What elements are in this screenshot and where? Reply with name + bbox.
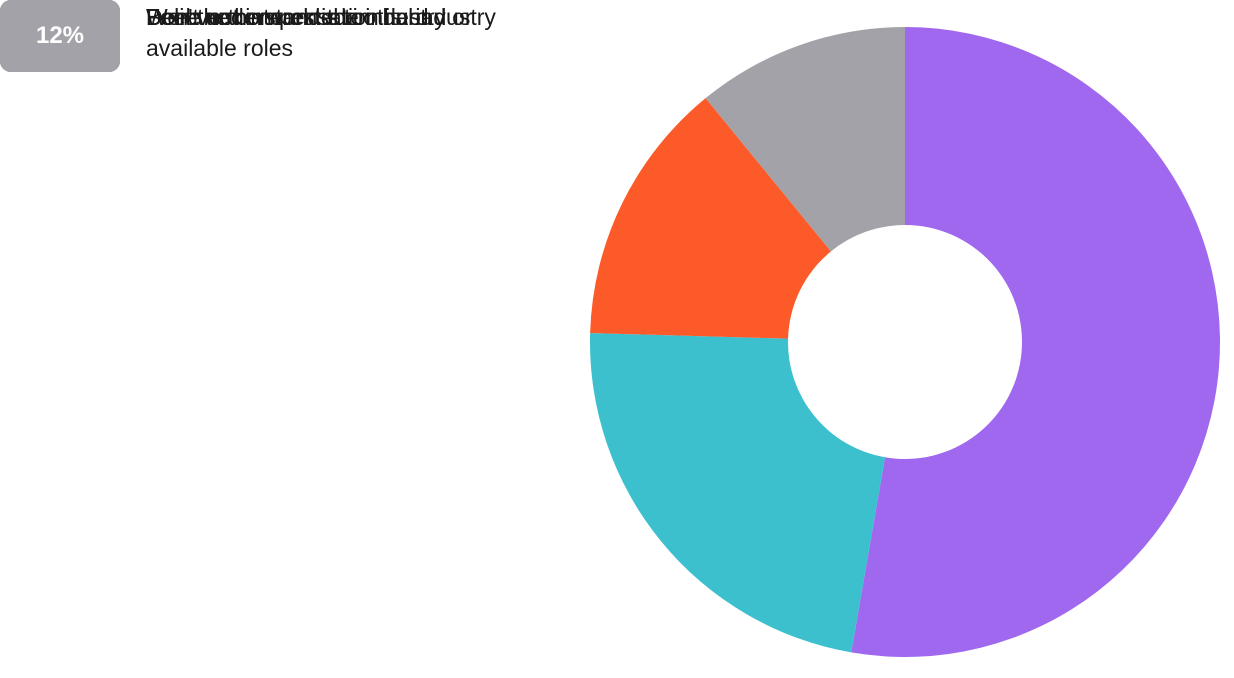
legend-label: Feel the compensation is bad (146, 4, 447, 30)
value-badge: 12% (0, 0, 120, 72)
donut-slice (590, 333, 886, 653)
donut-slice (590, 98, 831, 339)
donut-slice (705, 27, 905, 252)
donut-slice (851, 27, 1220, 658)
legend-label: Believe the work is too hard (146, 4, 429, 30)
legend-label: Don't understand the industry or availab… (146, 4, 473, 61)
legend-label: Were not interested in the industry (146, 4, 496, 30)
